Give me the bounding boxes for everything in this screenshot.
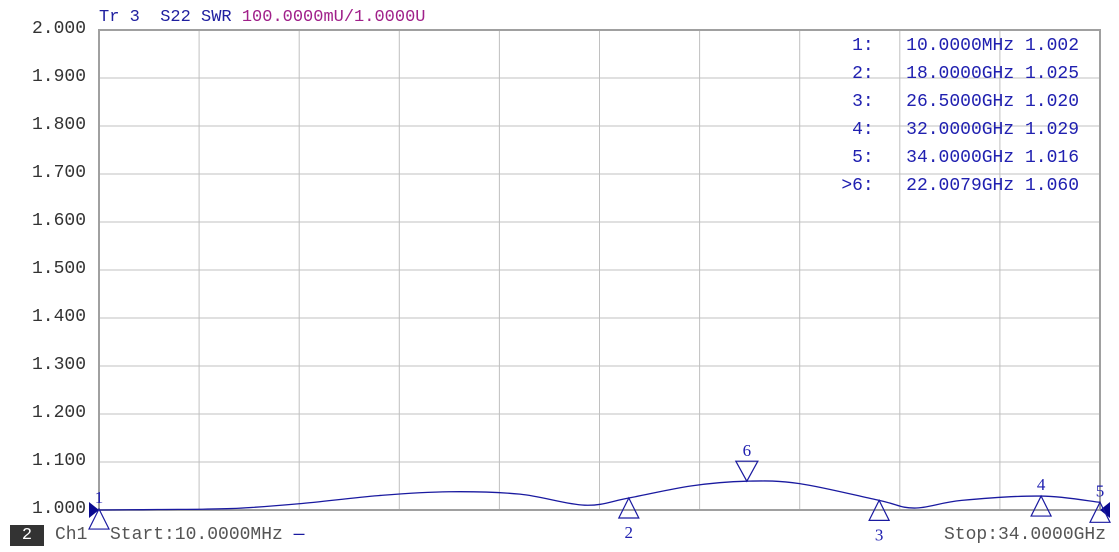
marker-readout-row[interactable]: 4: 32.0000GHz 1.029 [852,120,1079,140]
marker-3-triangle-icon [868,499,891,522]
marker-6-label: 6 [743,441,752,460]
marker-number: 2: [852,64,874,84]
trace-label: Tr 3 [99,8,140,27]
marker-4-label: 4 [1037,475,1046,494]
start-frequency[interactable]: Start:10.0000MHz — [110,525,304,545]
start-frequency-text: Start:10.0000MHz [110,525,283,545]
marker-5-label: 5 [1096,481,1105,500]
marker-frequency: 10.0000MHz [906,36,1015,56]
marker-frequency: 32.0000GHz [906,120,1015,140]
trace-indicator: — [293,525,305,545]
trace-title: Tr 3 S22 SWR 100.0000mU/1.0000U [99,8,425,27]
y-tick-label: 1.600 [31,211,86,231]
plot-border [98,29,1101,511]
stop-frequency[interactable]: Stop:34.0000GHz [944,525,1107,545]
trace-line [98,480,1101,511]
marker-number: 1: [852,36,874,56]
marker-4-triangle-icon [1030,494,1053,517]
marker-readout-row[interactable]: 1: 10.0000MHz 1.002 [852,36,1079,56]
marker-number: 5: [852,148,874,168]
marker-value: 1.025 [1024,64,1079,84]
y-tick-label: 1.900 [31,67,86,87]
y-tick-label: 1.100 [31,451,86,471]
marker-value: 1.020 [1024,92,1079,112]
marker-1-label: 1 [95,488,104,507]
format-label: SWR [201,8,232,27]
reference-left-icon [89,502,99,518]
marker-number: 4: [852,120,874,140]
marker-frequency: 34.0000GHz [906,148,1015,168]
marker-frequency: 18.0000GHz [906,64,1015,84]
marker-readout-row[interactable]: 5: 34.0000GHz 1.016 [852,148,1079,168]
marker-1-triangle-icon [88,507,110,530]
marker-number: >6: [841,176,874,196]
y-tick-label: 1.700 [31,163,86,183]
channel-label: Ch1 [55,525,88,545]
y-tick-label: 2.000 [31,19,86,39]
y-tick-label: 1.000 [31,499,86,519]
reference-right-icon [1100,502,1110,518]
marker-readout-row[interactable]: 3: 26.5000GHz 1.020 [852,92,1079,112]
marker-value: 1.016 [1024,148,1079,168]
marker-readout-row[interactable]: 2: 18.0000GHz 1.025 [852,64,1079,84]
marker-2-label: 2 [625,523,634,542]
marker-value: 1.002 [1024,36,1079,56]
marker-value: 1.029 [1024,120,1079,140]
y-tick-label: 1.800 [31,115,86,135]
y-tick-label: 1.500 [31,259,86,279]
channel-number-badge[interactable]: 2 [10,525,44,546]
marker-value: 1.060 [1024,176,1079,196]
marker-readout-row[interactable]: >6: 22.0079GHz 1.060 [841,176,1079,196]
y-tick-label: 1.400 [31,307,86,327]
marker-frequency: 22.0079GHz [906,176,1015,196]
marker-5-triangle-icon [1089,500,1111,523]
marker-6-triangle-icon [734,460,759,483]
scale-label: 100.0000mU/1.0000U [241,8,426,27]
y-tick-label: 1.300 [31,355,86,375]
parameter-label: S22 [160,8,191,27]
marker-number: 3: [852,92,874,112]
y-tick-label: 1.200 [31,403,86,423]
marker-frequency: 26.5000GHz [906,92,1015,112]
marker-3-label: 3 [875,525,884,544]
marker-2-triangle-icon [617,496,640,519]
